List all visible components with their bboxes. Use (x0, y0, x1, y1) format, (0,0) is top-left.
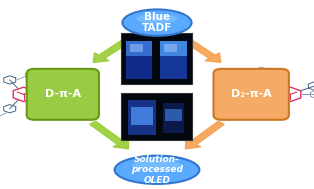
Bar (165, 109, 182, 121)
Text: Solution-
processed
OLED: Solution- processed OLED (131, 155, 183, 185)
Ellipse shape (136, 14, 178, 23)
Text: Blue
TADF: Blue TADF (142, 12, 172, 33)
Text: D-π-A: D-π-A (45, 89, 81, 99)
Bar (128, 100, 156, 135)
Bar (126, 41, 152, 79)
Bar (164, 44, 177, 52)
FancyArrow shape (183, 38, 221, 62)
Bar (131, 107, 153, 125)
Text: D₂-π-A: D₂-π-A (231, 89, 272, 99)
Bar (160, 41, 187, 56)
Bar (121, 93, 192, 140)
FancyBboxPatch shape (27, 69, 99, 120)
Bar (126, 41, 152, 56)
Ellipse shape (122, 9, 192, 36)
FancyArrow shape (185, 121, 224, 149)
Bar (121, 33, 192, 84)
FancyBboxPatch shape (214, 69, 289, 120)
Ellipse shape (115, 156, 199, 184)
Ellipse shape (132, 161, 182, 170)
Bar (163, 103, 184, 133)
FancyArrow shape (93, 38, 131, 62)
Bar (130, 44, 143, 52)
FancyArrow shape (90, 121, 129, 149)
Bar (160, 41, 187, 79)
